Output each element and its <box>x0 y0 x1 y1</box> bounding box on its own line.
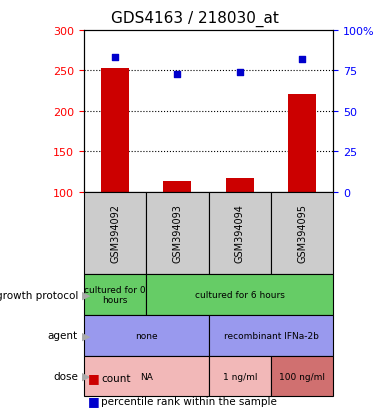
Point <box>174 71 181 78</box>
Text: GSM394093: GSM394093 <box>172 204 183 263</box>
Text: 100 ng/ml: 100 ng/ml <box>279 372 325 381</box>
Text: GDS4163 / 218030_at: GDS4163 / 218030_at <box>111 10 279 26</box>
Text: cultured for 0
hours: cultured for 0 hours <box>84 285 146 305</box>
Point <box>112 55 118 62</box>
Text: ■: ■ <box>88 371 99 385</box>
Bar <box>101 69 129 192</box>
Point <box>299 57 305 63</box>
Text: dose: dose <box>53 371 78 381</box>
Text: 1 ng/ml: 1 ng/ml <box>223 372 257 381</box>
Text: ■: ■ <box>88 394 99 407</box>
Bar <box>163 182 191 192</box>
Text: count: count <box>101 373 131 383</box>
Bar <box>226 178 254 192</box>
Text: none: none <box>135 331 158 340</box>
Text: ▶: ▶ <box>82 330 90 341</box>
Text: GSM394095: GSM394095 <box>297 204 307 263</box>
Text: growth protocol: growth protocol <box>0 290 78 300</box>
Text: agent: agent <box>48 330 78 341</box>
Text: recombinant IFNa-2b: recombinant IFNa-2b <box>223 331 319 340</box>
Text: percentile rank within the sample: percentile rank within the sample <box>101 396 277 406</box>
Text: GSM394094: GSM394094 <box>235 204 245 263</box>
Text: NA: NA <box>140 372 153 381</box>
Text: ▶: ▶ <box>82 290 90 300</box>
Text: GSM394092: GSM394092 <box>110 204 120 263</box>
Text: ▶: ▶ <box>82 371 90 381</box>
Text: cultured for 6 hours: cultured for 6 hours <box>195 290 285 299</box>
Point <box>237 69 243 76</box>
Bar <box>288 95 316 192</box>
